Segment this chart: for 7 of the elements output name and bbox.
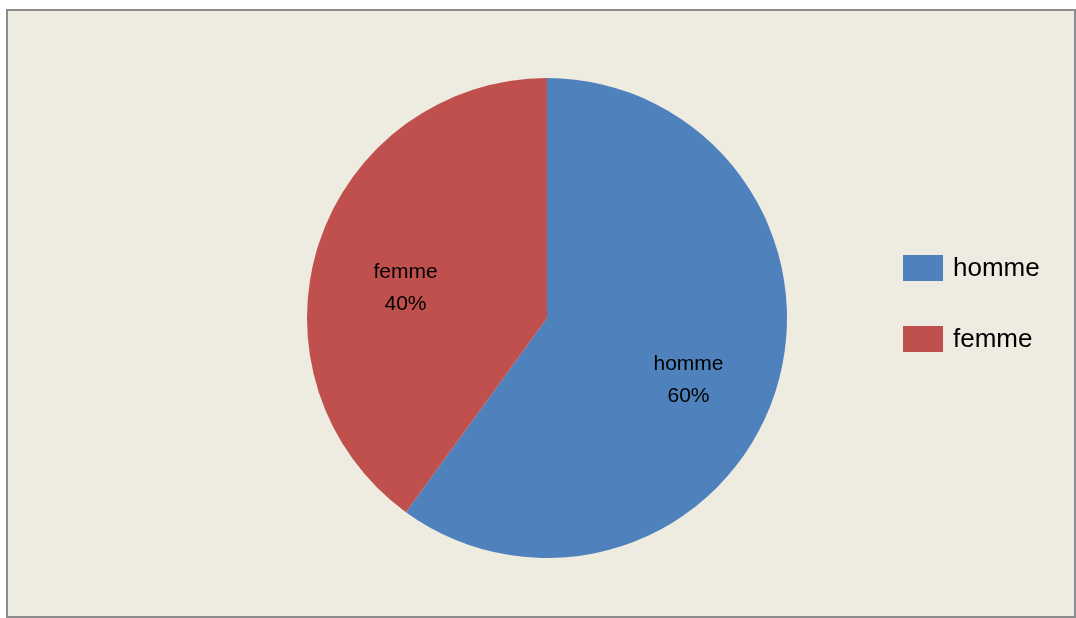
pie-slice <box>307 78 547 513</box>
legend-label: homme <box>953 252 1040 282</box>
data-label: 40% <box>384 291 427 315</box>
legend-label: femme <box>953 323 1033 353</box>
slice-label: femme <box>373 259 438 283</box>
data-label: 60% <box>667 382 710 406</box>
slice-label: homme <box>653 350 724 374</box>
